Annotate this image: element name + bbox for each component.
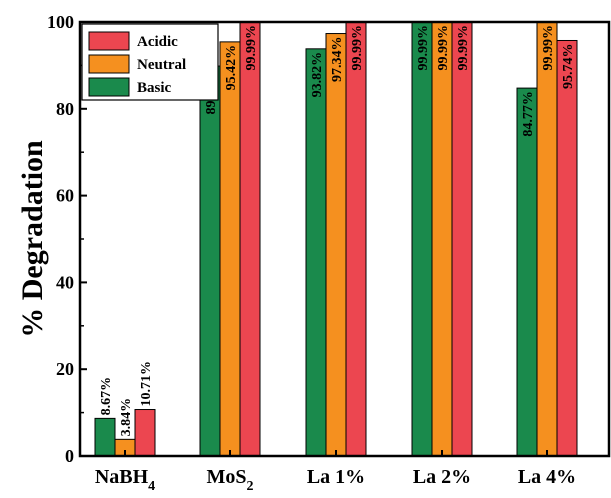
bar-neutral-3 xyxy=(431,21,453,457)
x-tick-label: La 2% xyxy=(413,466,471,488)
bar-basic-1 xyxy=(199,65,221,457)
legend: Acidic Neutral Basic xyxy=(81,23,219,101)
y-tick-label: 100 xyxy=(47,12,74,32)
data-label: 95.42% xyxy=(224,45,239,90)
legend-swatch-basic xyxy=(88,77,130,97)
x-tick-label: La 4% xyxy=(518,466,576,488)
y-tick-label: 0 xyxy=(65,446,74,466)
y-axis: 0 20 40 60 80 100 xyxy=(47,12,87,466)
data-label: 97.34% xyxy=(330,37,345,83)
bars-layer xyxy=(94,21,578,457)
bar-acidic-3 xyxy=(451,21,473,457)
bar-acidic-0 xyxy=(134,409,156,457)
data-label: 99.99% xyxy=(541,25,556,70)
x-tick-label: La 1% xyxy=(307,466,365,488)
data-label: 99.99% xyxy=(416,25,431,70)
data-label: 8.67% xyxy=(99,377,114,416)
bar-neutral-1 xyxy=(219,41,241,457)
data-label: 10.71% xyxy=(139,361,154,407)
y-tick-label: 20 xyxy=(56,359,74,379)
bar-neutral-4 xyxy=(536,21,558,457)
data-label: 99.99% xyxy=(456,25,471,70)
x-tick-label: MoS2 xyxy=(207,466,254,494)
x-tick-label: NaBH4 xyxy=(95,466,155,494)
y-axis-title: % Degradation xyxy=(16,140,49,338)
bar-basic-0 xyxy=(94,417,116,457)
data-label: 99.99% xyxy=(436,25,451,70)
y-tick-label: 80 xyxy=(56,99,74,119)
legend-label-basic: Basic xyxy=(137,80,172,96)
y-tick-label: 60 xyxy=(56,186,74,206)
legend-label-acidic: Acidic xyxy=(137,34,178,50)
legend-swatch-neutral xyxy=(88,54,130,74)
bar-basic-4 xyxy=(516,87,538,457)
bar-acidic-2 xyxy=(345,21,367,457)
x-axis: NaBH4 MoS2 La 1% La 2% La 4% xyxy=(95,450,576,494)
bar-basic-3 xyxy=(411,21,433,457)
legend-swatch-acidic xyxy=(88,31,130,51)
bar-basic-2 xyxy=(305,48,327,457)
data-label: 93.82% xyxy=(310,52,325,97)
y-tick-label: 40 xyxy=(56,272,74,292)
data-label: 3.84% xyxy=(119,398,134,437)
data-label: 99.99% xyxy=(350,25,365,70)
legend-label-neutral: Neutral xyxy=(137,57,186,73)
bar-acidic-4 xyxy=(556,39,578,457)
data-label: 84.77% xyxy=(521,91,536,137)
data-label: 95.74% xyxy=(561,43,576,89)
bar-acidic-1 xyxy=(239,21,261,457)
data-label: 99.99% xyxy=(244,25,259,70)
bar-neutral-2 xyxy=(325,33,347,457)
